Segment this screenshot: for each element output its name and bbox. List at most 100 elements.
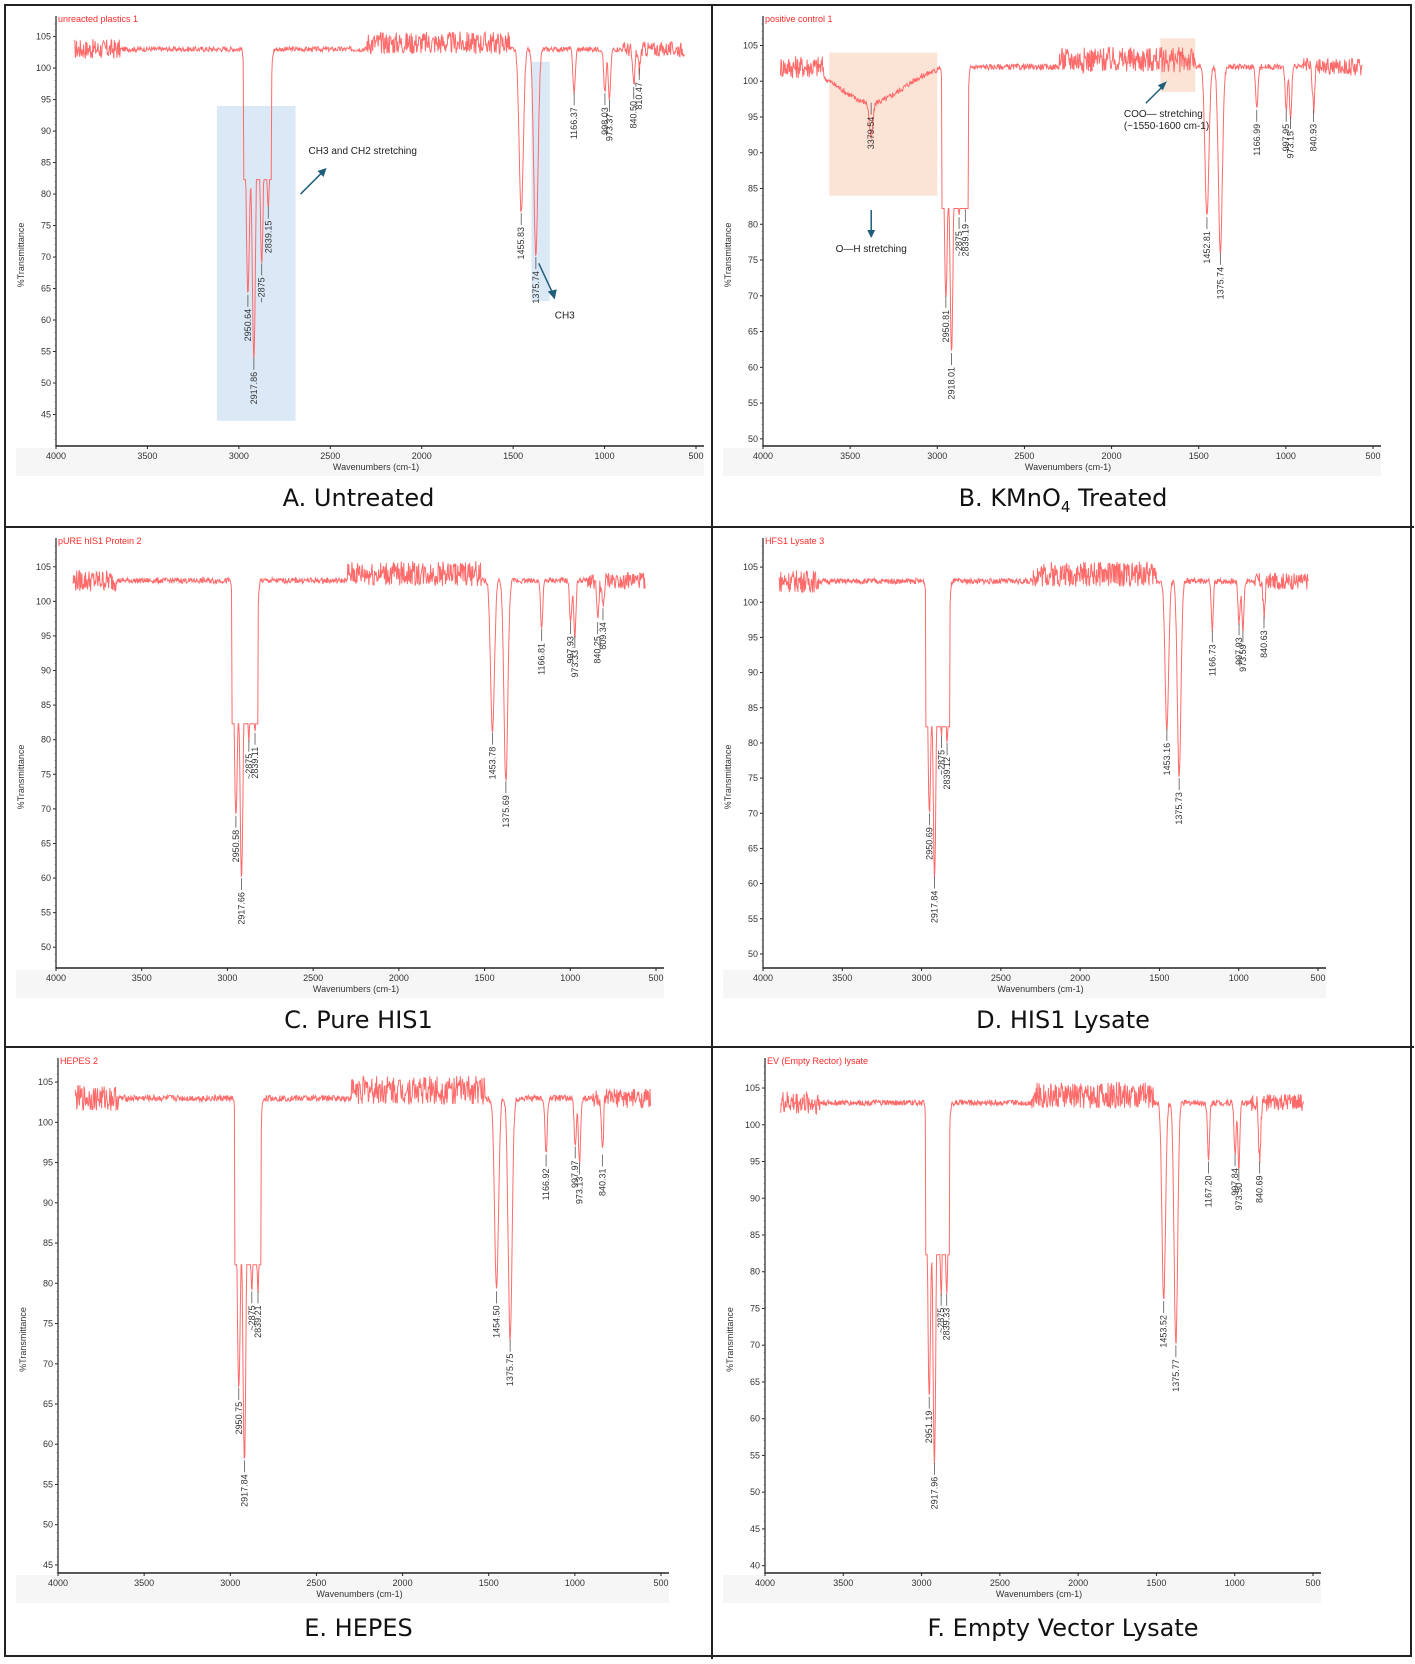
y-tick-label: 75	[748, 773, 758, 783]
row-divider-1	[6, 526, 1414, 528]
spectrum-line	[779, 46, 1363, 351]
peak-label: 998.03	[600, 107, 610, 135]
y-tick-label: 100	[36, 596, 51, 606]
y-tick-label: 80	[43, 1278, 53, 1288]
panel-d-his1-lysate: 50 55 60 65 70 75 80 85 90 95 100 105 4000 3500 3000 25…	[713, 528, 1413, 1046]
peak-label: 1166.37	[569, 107, 579, 139]
peak-label: 2917.84	[239, 1474, 249, 1507]
annotation-text: COO— stretching	[1124, 109, 1203, 120]
peak-label: 2950.75	[234, 1402, 244, 1435]
peak-label: 1166.92	[541, 1169, 551, 1201]
peak-label: ~2875	[247, 1305, 257, 1330]
x-tick-label: 2500	[320, 451, 340, 461]
x-tick-label: 3000	[220, 1578, 240, 1588]
y-tick-label: 90	[41, 666, 51, 676]
y-tick-label: 75	[43, 1319, 53, 1329]
annotation-text: O—H stretching	[836, 244, 907, 255]
x-tick-label: 2000	[389, 973, 409, 983]
peak-label: 2950.81	[941, 310, 951, 343]
peak-label: 2839.19	[960, 224, 970, 257]
x-tick-label: 2000	[412, 451, 432, 461]
y-tick-label: 105	[36, 562, 51, 572]
x-tick-label: 500	[1310, 973, 1325, 983]
y-tick-label: 90	[43, 1198, 53, 1208]
peak-label: 973.15	[1286, 131, 1296, 159]
peak-label: 2839.21	[253, 1305, 263, 1338]
y-axis-label: %Transmittance	[723, 223, 733, 288]
y-tick-label: 95	[748, 632, 758, 642]
peak-label: 1375.74	[1215, 267, 1225, 300]
y-tick-label: 65	[41, 284, 51, 294]
x-tick-label: 3500	[137, 451, 157, 461]
peak-label: 1375.77	[1171, 1359, 1181, 1392]
y-tick-label: 45	[41, 410, 51, 420]
y-tick-label: 100	[743, 597, 758, 607]
peak-label: ~2875	[244, 754, 254, 779]
peak-label: 840.63	[1259, 630, 1269, 658]
x-axis-label: Wavenumbers (cm-1)	[316, 1589, 402, 1599]
peak-label: 997.84	[1230, 1168, 1240, 1196]
spectrum-line	[72, 561, 646, 877]
peak-label: ~2875	[936, 750, 946, 775]
x-axis-label: Wavenumbers (cm-1)	[313, 984, 399, 994]
y-tick-label: 70	[748, 291, 758, 301]
peak-label: 1453.52	[1159, 1315, 1169, 1348]
y-tick-label: 60	[41, 873, 51, 883]
x-tick-label: 2000	[1068, 1578, 1088, 1588]
y-tick-label: 55	[748, 398, 758, 408]
y-tick-label: 100	[743, 76, 758, 86]
y-tick-label: 80	[41, 189, 51, 199]
y-axis-label: %Transmittance	[18, 1307, 28, 1372]
peak-label: 997.95	[1281, 124, 1291, 152]
peak-label: 1375.74	[531, 271, 541, 304]
y-tick-label: 60	[41, 315, 51, 325]
panel-caption-c: C. Pure HIS1	[6, 1006, 711, 1034]
peak-label: 840.50	[629, 101, 639, 129]
x-tick-label: 3000	[912, 1578, 932, 1588]
spectrum-chart-f: 40 45 50 55 60 65 70 75 80 85 90 95 100 105 4000 3500 30…	[723, 1056, 1321, 1603]
panel-e-hepes: 45 50 55 60 65 70 75 80 85 90 95 100 105 4000 3500 3000…	[6, 1048, 711, 1658]
caption-text: D. HIS1 Lysate	[976, 1006, 1150, 1034]
y-tick-label: 80	[41, 735, 51, 745]
x-tick-label: 500	[648, 973, 663, 983]
x-tick-label: 4000	[46, 973, 66, 983]
x-tick-label: 500	[653, 1578, 668, 1588]
y-tick-label: 55	[750, 1450, 760, 1460]
x-axis-label: Wavenumbers (cm-1)	[1025, 462, 1111, 472]
caption-text: A. Untreated	[282, 484, 435, 512]
y-tick-label: 85	[748, 184, 758, 194]
panel-caption-f: F. Empty Vector Lysate	[713, 1614, 1413, 1642]
annotation-text: CH3 and CH2 stretching	[309, 146, 417, 157]
highlight-region	[531, 61, 550, 302]
x-tick-label: 3500	[134, 1578, 154, 1588]
x-tick-label: 2500	[306, 1578, 326, 1588]
x-tick-label: 1500	[1149, 973, 1169, 983]
y-tick-label: 40	[750, 1561, 760, 1571]
peak-label: 2917.84	[930, 891, 940, 924]
peak-label: 2918.01	[947, 367, 957, 400]
peak-label: 973.59	[1238, 644, 1248, 672]
y-tick-label: 85	[748, 703, 758, 713]
peak-label: ~2875	[954, 231, 964, 256]
axis-band	[16, 970, 664, 998]
y-tick-label: 95	[41, 631, 51, 641]
y-tick-label: 70	[41, 804, 51, 814]
highlight-region	[216, 105, 296, 421]
peak-label: 1454.50	[492, 1305, 502, 1338]
spectrum-line	[74, 1075, 651, 1459]
x-tick-label: 1500	[479, 1578, 499, 1588]
y-tick-label: 50	[41, 378, 51, 388]
axis-band	[723, 970, 1326, 998]
y-tick-label: 85	[750, 1230, 760, 1240]
y-tick-label: 50	[43, 1520, 53, 1530]
peak-label: 1452.81	[1202, 231, 1212, 264]
peak-label: 973.13	[574, 1177, 584, 1205]
annotation-text-range: (~1550-1600 cm-1)	[1124, 121, 1209, 132]
panel-a-untreated: 45 50 55 60 65 70 75 80 85 90 95 100 105 4000 3500 3000…	[6, 6, 711, 526]
row-divider-2	[6, 1046, 1414, 1048]
spectrum-chart-b: 50 55 60 65 70 75 80 85 90 95 100 105 4000 3500 3000 25…	[723, 14, 1381, 476]
sample-label: unreacted plastics 1	[58, 14, 138, 24]
y-tick-label: 50	[750, 1487, 760, 1497]
peak-label: 840.31	[597, 1169, 607, 1197]
y-tick-label: 100	[745, 1120, 760, 1130]
